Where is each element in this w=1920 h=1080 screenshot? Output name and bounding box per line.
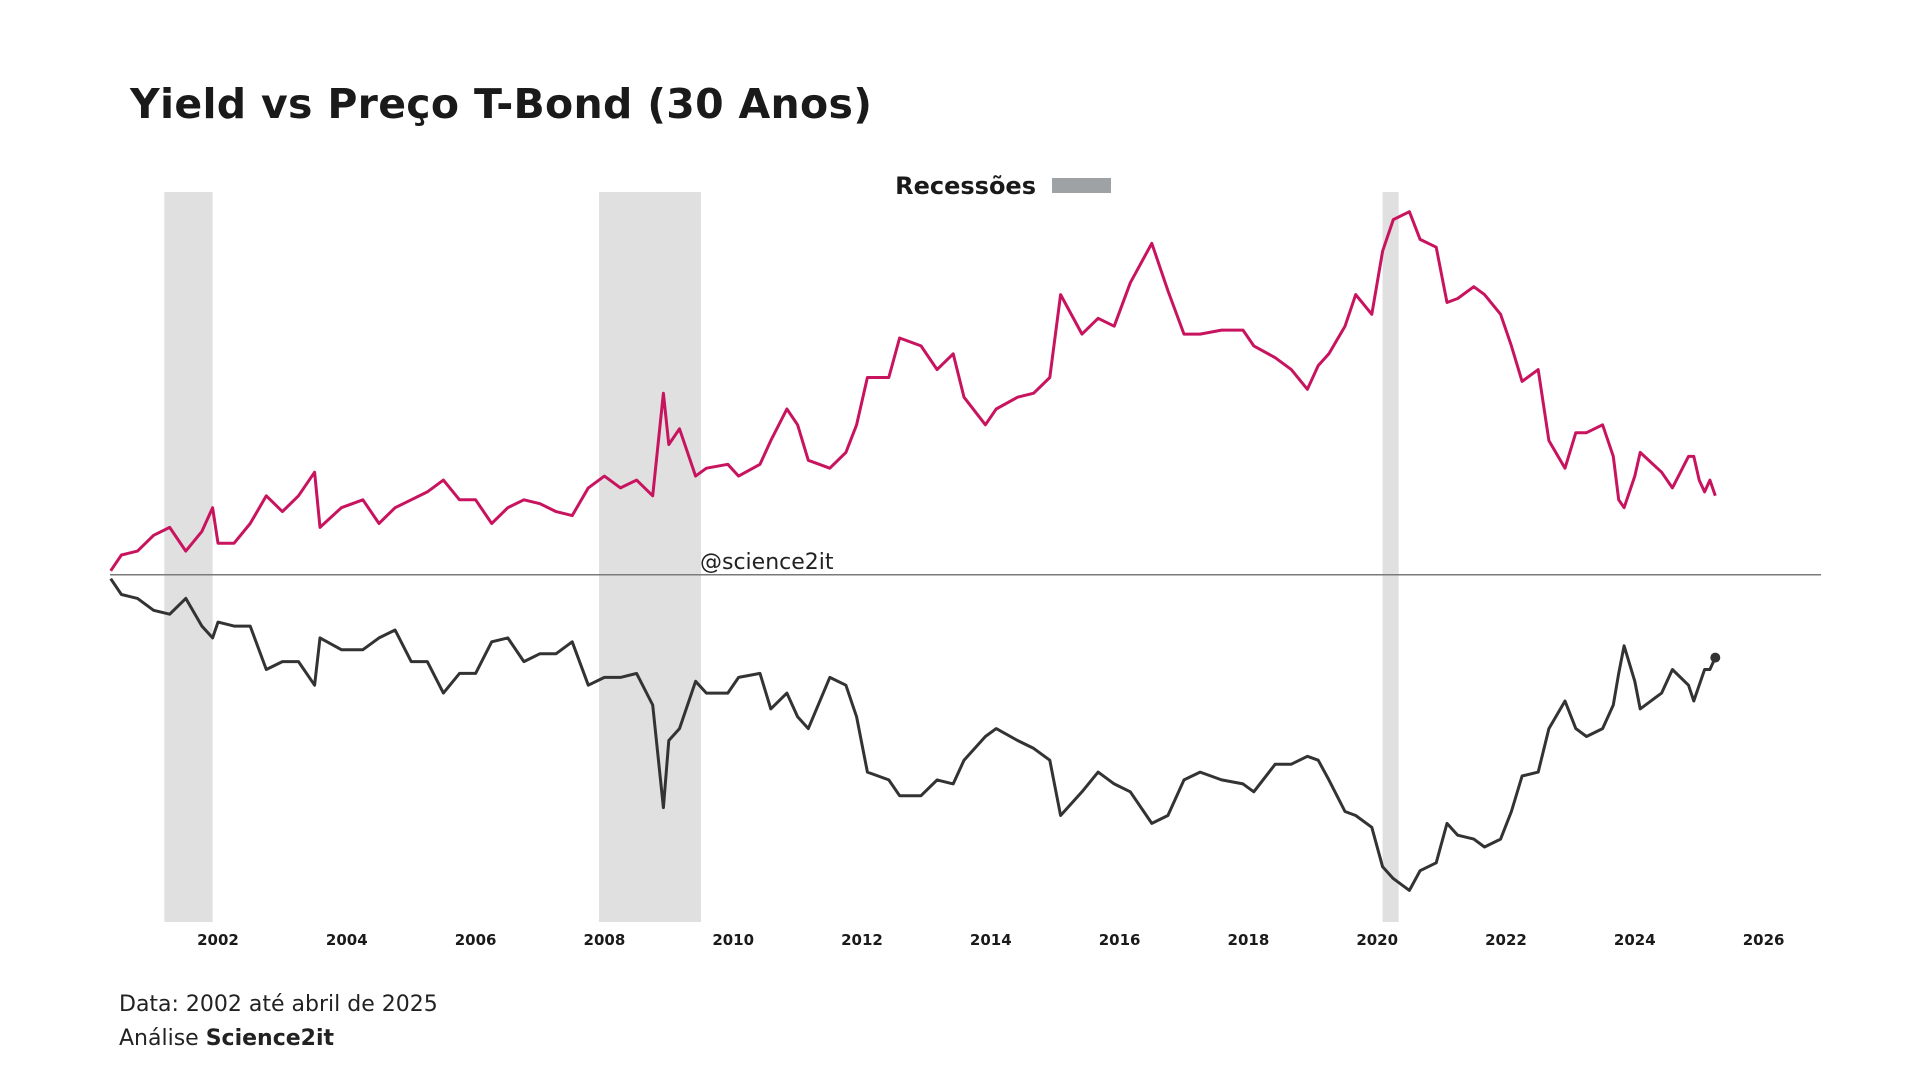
x-tick-label: 2018	[1228, 931, 1270, 949]
recession-band	[1382, 192, 1399, 922]
x-tick-label: 2004	[326, 931, 368, 949]
footer-data-range: Data: 2002 até abril de 2025	[119, 992, 438, 1017]
x-tick-label: 2014	[970, 931, 1012, 949]
footer-credit-brand: Science2it	[205, 1026, 335, 1051]
x-axis-ticks: 2002 2004 2006 2008 2010 2012 2014 2016 2018 2020…	[197, 931, 1784, 949]
x-tick-label: 2020	[1356, 931, 1398, 949]
footer-credit: Análise Science2it	[119, 1026, 334, 1051]
x-tick-label: 2012	[841, 931, 883, 949]
footer-credit-prefix: Análise	[119, 1026, 199, 1051]
series-lines	[109, 210, 1721, 892]
legend-swatch-recessions	[1052, 178, 1111, 193]
x-tick-label: 2024	[1614, 931, 1656, 949]
x-tick-label: 2006	[455, 931, 497, 949]
x-tick-label: 2010	[712, 931, 754, 949]
legend-label: Recessões	[895, 172, 1036, 200]
x-tick-label: 2008	[584, 931, 626, 949]
series-line-yield	[109, 577, 1717, 892]
watermark: @science2it	[700, 550, 834, 575]
x-tick-label: 2026	[1743, 931, 1785, 949]
x-tick-label: 2022	[1485, 931, 1527, 949]
x-tick-label: 2016	[1099, 931, 1141, 949]
recession-bands	[164, 192, 1399, 922]
series-end-marker	[1710, 652, 1721, 663]
chart-title: Yield vs Preço T-Bond (30 Anos)	[130, 80, 873, 128]
recession-band	[599, 192, 701, 922]
series-line-price	[109, 210, 1717, 572]
recession-band	[164, 192, 213, 922]
x-tick-label: 2002	[197, 931, 239, 949]
